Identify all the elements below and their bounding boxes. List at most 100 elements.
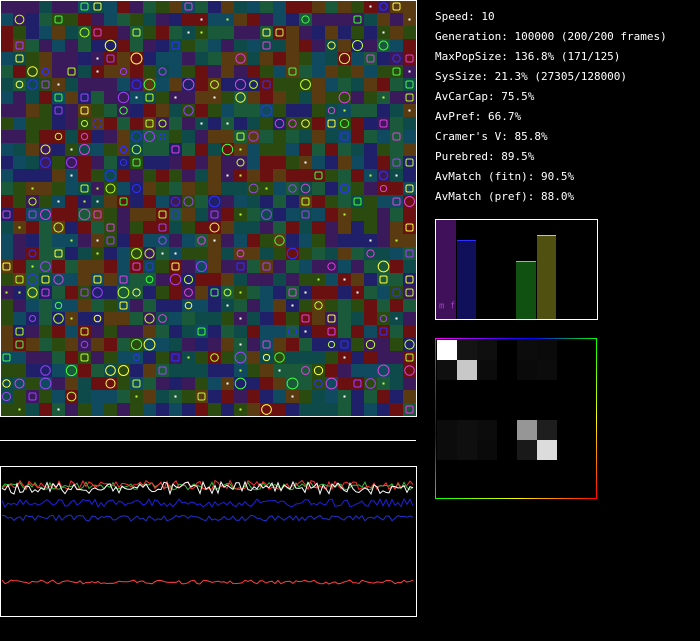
cell (286, 208, 299, 221)
cell (377, 390, 390, 403)
cell (117, 390, 130, 403)
agent (80, 288, 89, 297)
cell (390, 377, 403, 390)
cell (104, 26, 117, 39)
cell (247, 39, 260, 52)
cell (78, 325, 91, 338)
cell (390, 91, 403, 104)
cell (364, 117, 377, 130)
agent (80, 106, 89, 115)
agent (221, 143, 234, 156)
cell (91, 78, 104, 91)
cell (260, 52, 273, 65)
cell (117, 286, 130, 299)
cell (390, 390, 403, 403)
cell (351, 221, 364, 234)
agent (339, 118, 350, 129)
agent (117, 91, 130, 104)
stat-line: AvPref: 66.7% (435, 110, 521, 123)
cell (104, 65, 117, 78)
cell (234, 299, 247, 312)
cell (117, 221, 130, 234)
agent (96, 200, 99, 203)
cell (26, 195, 39, 208)
cell (390, 260, 403, 273)
cell (130, 195, 143, 208)
agent (239, 343, 242, 346)
cell (52, 91, 65, 104)
cell (260, 130, 273, 143)
cell (390, 403, 403, 416)
bar-label: m f (439, 302, 455, 312)
cell (273, 273, 286, 286)
cell (312, 338, 325, 351)
cell (221, 221, 234, 234)
agent (262, 41, 271, 50)
agent (174, 252, 177, 255)
cell (403, 78, 416, 91)
cell (377, 143, 390, 156)
stats-panel: Speed: 10 Generation: 100000 (200/200 fra… (435, 10, 667, 203)
cell (208, 169, 221, 182)
agent (54, 249, 63, 258)
cell (65, 117, 78, 130)
bar (436, 220, 456, 319)
cell (351, 169, 364, 182)
cell (338, 403, 351, 416)
cell (91, 312, 104, 325)
agent (131, 183, 142, 194)
cell (351, 0, 364, 13)
cell (351, 273, 364, 286)
cell (104, 143, 117, 156)
cell (156, 286, 169, 299)
agent (158, 314, 167, 323)
cell (299, 338, 312, 351)
cell (78, 351, 91, 364)
cell (39, 169, 52, 182)
cell (39, 273, 52, 286)
cell (312, 117, 325, 130)
cell (13, 260, 26, 273)
cell (104, 390, 117, 403)
cell (312, 52, 325, 65)
cell (91, 156, 104, 169)
cell (13, 195, 26, 208)
cell (403, 39, 416, 52)
cell (78, 403, 91, 416)
cell (312, 143, 325, 156)
cell (273, 104, 286, 117)
cell (260, 143, 273, 156)
cell (169, 364, 182, 377)
cell (13, 130, 26, 143)
cell (260, 234, 273, 247)
cell (0, 143, 13, 156)
cell (182, 143, 195, 156)
cell (286, 377, 299, 390)
cell (26, 130, 39, 143)
agent (286, 377, 299, 390)
cell (403, 0, 416, 13)
cell (351, 338, 364, 351)
cell (260, 195, 273, 208)
cell (260, 286, 273, 299)
cell (273, 91, 286, 104)
cell (78, 52, 91, 65)
cell (208, 143, 221, 156)
cell (130, 286, 143, 299)
cell (390, 52, 403, 65)
cell (39, 182, 52, 195)
heatmap-cells (437, 340, 557, 460)
cell (0, 312, 13, 325)
cell (130, 351, 143, 364)
cell (104, 91, 117, 104)
agent (379, 119, 388, 128)
cell (26, 247, 39, 260)
cell (52, 364, 65, 377)
cell (130, 104, 143, 117)
history-lines (1, 479, 414, 585)
agent (314, 379, 323, 388)
cell (273, 260, 286, 273)
cell (234, 78, 247, 91)
agent (226, 18, 229, 21)
agent (15, 54, 24, 63)
